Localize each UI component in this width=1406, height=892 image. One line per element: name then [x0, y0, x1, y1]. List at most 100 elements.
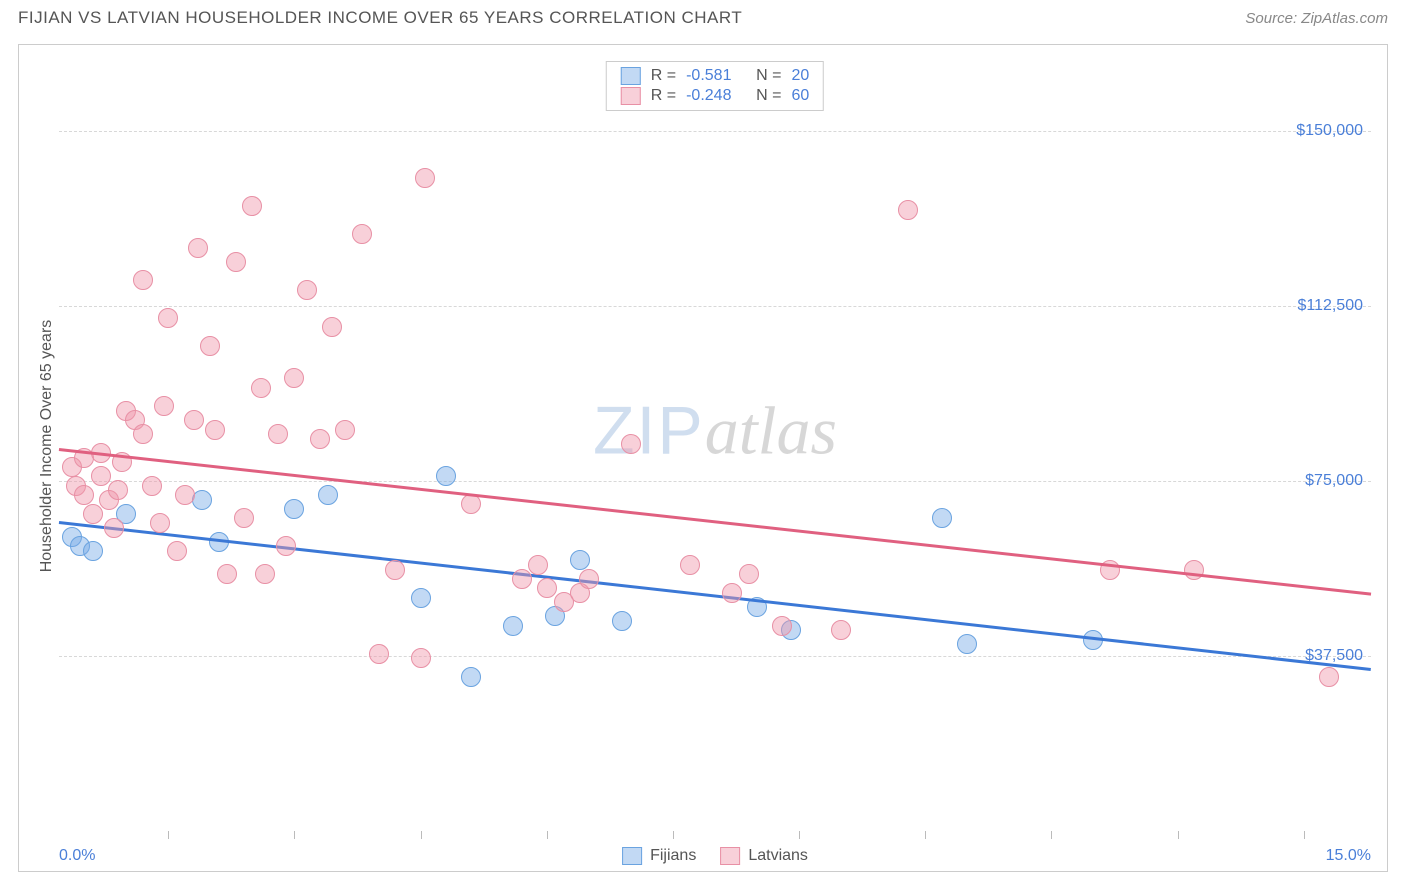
gridline [59, 131, 1371, 132]
x-axis-min-label: 0.0% [59, 847, 95, 865]
data-point [528, 555, 548, 575]
x-tick [1304, 831, 1305, 839]
data-point [831, 620, 851, 640]
data-point [200, 336, 220, 356]
data-point [1319, 667, 1339, 687]
data-point [150, 513, 170, 533]
data-point [234, 508, 254, 528]
data-point [276, 536, 296, 556]
x-tick [1178, 831, 1179, 839]
n-label: N = [756, 87, 781, 105]
data-point [154, 396, 174, 416]
data-point [898, 200, 918, 220]
data-point [932, 508, 952, 528]
data-point [1184, 560, 1204, 580]
data-point [284, 499, 304, 519]
r-label: R = [651, 67, 676, 85]
data-point [167, 541, 187, 561]
series-legend-item: Fijians [622, 847, 696, 865]
data-point [318, 485, 338, 505]
data-point [415, 168, 435, 188]
data-point [133, 270, 153, 290]
data-point [579, 569, 599, 589]
y-axis-label: Householder Income Over 65 years [38, 320, 56, 573]
watermark: ZIPatlas [593, 391, 837, 470]
data-point [503, 616, 523, 636]
data-point [957, 634, 977, 654]
watermark-zip: ZIP [593, 392, 705, 468]
data-point [226, 252, 246, 272]
chart-container: Householder Income Over 65 years ZIPatla… [18, 44, 1388, 872]
data-point [621, 434, 641, 454]
x-tick [673, 831, 674, 839]
correlation-legend-row: R =-0.581N =20 [621, 66, 809, 86]
gridline [59, 306, 1371, 307]
data-point [242, 196, 262, 216]
data-point [537, 578, 557, 598]
data-point [108, 480, 128, 500]
legend-swatch [621, 67, 641, 85]
data-point [74, 485, 94, 505]
legend-swatch [622, 847, 642, 865]
n-value: 20 [791, 67, 809, 85]
legend-swatch [621, 87, 641, 105]
data-point [461, 494, 481, 514]
x-tick [421, 831, 422, 839]
chart-title: FIJIAN VS LATVIAN HOUSEHOLDER INCOME OVE… [18, 8, 742, 28]
n-value: 60 [791, 87, 809, 105]
y-tick-label: $112,500 [1297, 297, 1363, 315]
source-link[interactable]: ZipAtlas.com [1301, 10, 1388, 27]
x-tick [925, 831, 926, 839]
correlation-legend-row: R =-0.248N =60 [621, 86, 809, 106]
data-point [772, 616, 792, 636]
data-point [104, 518, 124, 538]
data-point [411, 588, 431, 608]
series-name: Fijians [650, 847, 696, 865]
x-axis-max-label: 15.0% [1326, 847, 1371, 865]
data-point [310, 429, 330, 449]
correlation-legend: R =-0.581N =20R =-0.248N =60 [606, 61, 824, 111]
data-point [188, 238, 208, 258]
data-point [297, 280, 317, 300]
data-point [570, 550, 590, 570]
data-point [680, 555, 700, 575]
x-tick [547, 831, 548, 839]
plot-area: Householder Income Over 65 years ZIPatla… [59, 61, 1371, 831]
data-point [352, 224, 372, 244]
x-tick [799, 831, 800, 839]
data-point [461, 667, 481, 687]
data-point [335, 420, 355, 440]
data-point [158, 308, 178, 328]
data-point [268, 424, 288, 444]
data-point [284, 368, 304, 388]
data-point [436, 466, 456, 486]
data-point [369, 644, 389, 664]
data-point [251, 378, 271, 398]
gridline [59, 656, 1371, 657]
data-point [83, 504, 103, 524]
data-point [411, 648, 431, 668]
x-tick [168, 831, 169, 839]
data-point [184, 410, 204, 430]
data-point [722, 583, 742, 603]
data-point [217, 564, 237, 584]
data-point [83, 541, 103, 561]
data-point [133, 424, 153, 444]
legend-swatch [720, 847, 740, 865]
series-legend-item: Latvians [720, 847, 808, 865]
data-point [255, 564, 275, 584]
series-name: Latvians [748, 847, 808, 865]
data-point [739, 564, 759, 584]
data-point [612, 611, 632, 631]
data-point [91, 466, 111, 486]
trend-line [59, 521, 1371, 670]
source-attribution: Source: ZipAtlas.com [1245, 10, 1388, 27]
data-point [205, 420, 225, 440]
data-point [142, 476, 162, 496]
source-prefix: Source: [1245, 10, 1301, 27]
y-tick-label: $150,000 [1296, 122, 1363, 140]
series-legend: Fijians Latvians [622, 847, 808, 865]
x-tick [294, 831, 295, 839]
watermark-atlas: atlas [705, 392, 837, 468]
data-point [385, 560, 405, 580]
